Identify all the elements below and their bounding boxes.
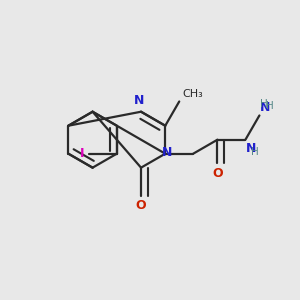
- Text: H: H: [251, 147, 259, 157]
- Text: N: N: [260, 101, 271, 114]
- Text: N: N: [161, 146, 172, 159]
- Text: N: N: [134, 94, 145, 107]
- Text: I: I: [80, 147, 84, 160]
- Text: H: H: [260, 99, 268, 109]
- Text: O: O: [213, 167, 224, 180]
- Text: H: H: [266, 101, 273, 111]
- Text: N: N: [246, 142, 256, 155]
- Text: CH₃: CH₃: [182, 89, 203, 99]
- Text: O: O: [136, 199, 146, 212]
